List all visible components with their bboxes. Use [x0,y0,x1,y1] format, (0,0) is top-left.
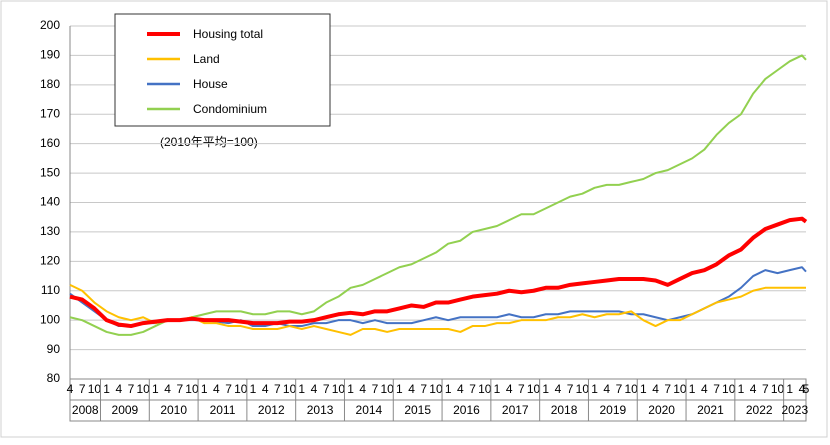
y-tick-label: 140 [40,195,60,209]
x-tick-label: 1 [298,382,305,396]
y-tick-label: 190 [40,48,60,62]
y-tick-label: 200 [40,18,60,32]
x-tick-label: 7 [274,382,281,396]
y-tick-label: 100 [40,312,60,326]
x-tick-label: 4 [799,382,806,396]
x-tick-label: 10 [332,382,346,396]
x-tick-label: 4 [506,382,513,396]
x-tick-label: 7 [469,382,476,396]
x-tick-label: 7 [372,382,379,396]
x-tick-label: 10 [576,382,590,396]
year-label: 2020 [648,403,675,417]
legend-label: Land [193,52,220,66]
series-line [69,216,808,329]
x-tick-label: 1 [689,382,696,396]
x-tick-label: 1 [250,382,257,396]
year-label: 2022 [746,403,773,417]
x-tick-label: 1 [445,382,452,396]
x-tick-label: 4 [750,382,757,396]
x-tick-label: 10 [380,382,394,396]
x-tick-label: 7 [176,382,183,396]
x-tick-label: 1 [201,382,208,396]
annotation: (2010年平均=100) [160,135,258,149]
x-tick-label: 1 [494,382,501,396]
x-tick-label: 1 [152,382,159,396]
y-tick-label: 80 [47,371,61,385]
x-tick-label: 4 [359,382,366,396]
x-tick-label: 1 [103,382,110,396]
series-line [69,54,807,336]
x-tick-label: 10 [771,382,785,396]
year-label: 2019 [599,403,626,417]
year-label: 2023 [781,403,808,417]
x-tick-label: 4 [701,382,708,396]
y-tick-label: 110 [41,283,60,297]
year-label: 2012 [258,403,285,417]
legend-label: Condominium [193,102,267,116]
year-label: 2021 [697,403,724,417]
x-tick-label: 4 [555,382,562,396]
x-tick-label: 10 [722,382,736,396]
x-tick-label: 7 [225,382,232,396]
x-tick-label: 7 [713,382,720,396]
x-tick-label: 7 [518,382,525,396]
x-tick-label: 4 [652,382,659,396]
x-tick-label: 4 [115,382,122,396]
y-tick-label: 170 [40,106,60,120]
year-label: 2016 [453,403,480,417]
y-tick-label: 90 [47,342,61,356]
y-tick-label: 130 [40,224,60,238]
y-tick-label: 160 [40,136,60,150]
y-tick-label: 150 [40,165,60,179]
x-tick-label: 1 [640,382,647,396]
x-tick-label: 7 [762,382,769,396]
x-tick-label: 4 [67,382,74,396]
year-label: 2018 [551,403,578,417]
x-tick-label: 4 [408,382,415,396]
x-tick-label: 1 [591,382,598,396]
x-tick-label: 10 [283,382,297,396]
x-tick-label: 4 [457,382,464,396]
x-tick-label: 7 [616,382,623,396]
year-label: 2011 [210,403,236,417]
x-tick-label: 10 [137,382,151,396]
year-label: 2015 [404,403,431,417]
legend-label: House [193,77,228,91]
x-tick-label: 5 [803,382,810,396]
x-tick-label: 7 [664,382,671,396]
x-tick-label: 4 [311,382,318,396]
y-tick-label: 180 [40,77,60,91]
x-tick-label: 10 [478,382,492,396]
year-label: 2013 [307,403,334,417]
year-label: 2008 [72,403,99,417]
x-tick-label: 7 [323,382,330,396]
legend-label: Housing total [193,27,263,41]
x-tick-label: 10 [429,382,443,396]
x-tick-label: 10 [527,382,541,396]
x-tick-label: 1 [738,382,745,396]
x-tick-label: 1 [347,382,354,396]
x-tick-label: 10 [88,382,102,396]
x-tick-label: 4 [213,382,220,396]
x-tick-label: 4 [603,382,610,396]
year-label: 2014 [356,403,383,417]
x-tick-label: 10 [185,382,199,396]
x-tick-label: 10 [624,382,638,396]
x-tick-label: 7 [567,382,574,396]
year-label: 2010 [160,403,187,417]
x-tick-label: 7 [128,382,135,396]
x-tick-label: 1 [396,382,403,396]
x-tick-label: 10 [234,382,248,396]
y-tick-label: 120 [40,254,60,268]
x-tick-label: 7 [420,382,427,396]
year-label: 2017 [502,403,529,417]
x-tick-label: 1 [542,382,549,396]
x-tick-label: 10 [673,382,687,396]
x-tick-label: 1 [786,382,793,396]
x-tick-label: 4 [164,382,171,396]
x-tick-label: 4 [262,382,269,396]
x-tick-label: 7 [79,382,86,396]
year-label: 2009 [112,403,139,417]
